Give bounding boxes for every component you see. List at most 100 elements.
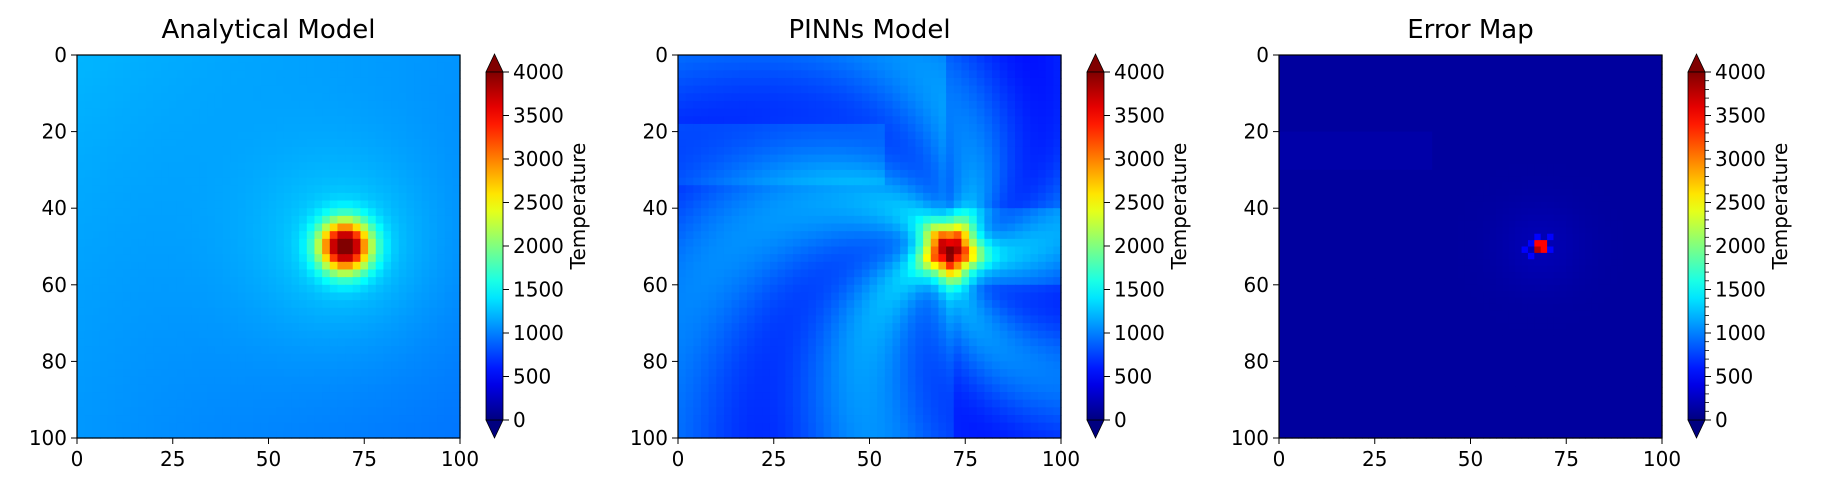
heatmap-cell: [130, 208, 139, 217]
heatmap-cell: [437, 162, 446, 171]
heatmap-cell: [291, 422, 300, 431]
heatmap-cell: [352, 261, 362, 271]
heatmap-cell: [122, 261, 132, 271]
heatmap-cell: [115, 131, 124, 140]
heatmap-cell: [329, 392, 339, 401]
heatmap-cell: [444, 323, 453, 332]
heatmap-cell: [800, 338, 809, 347]
heatmap-cell: [815, 384, 825, 393]
heatmap-cell: [769, 146, 779, 156]
heatmap-cell: [946, 131, 955, 140]
heatmap-cell: [854, 146, 863, 156]
heatmap-cell: [869, 55, 878, 64]
heatmap-cell: [138, 369, 147, 378]
heatmap-cell: [1022, 292, 1031, 301]
heatmap-cell: [884, 376, 894, 385]
colorbar-tick-label: 500: [513, 365, 551, 389]
heatmap-cell: [360, 162, 369, 171]
heatmap-cell: [291, 346, 300, 355]
heatmap-cell: [923, 231, 932, 240]
heatmap-cell: [1045, 254, 1054, 263]
heatmap-cell: [808, 55, 817, 64]
heatmap-cell: [199, 139, 208, 148]
heatmap-cell: [92, 85, 101, 94]
heatmap-cell: [861, 139, 871, 148]
heatmap-cell: [992, 277, 1001, 286]
heatmap-cell: [161, 384, 170, 393]
heatmap-cell: [800, 277, 809, 286]
heatmap-cell: [444, 307, 453, 317]
heatmap-cell: [831, 185, 840, 194]
heatmap-cell: [77, 55, 86, 64]
heatmap-cell: [1007, 169, 1016, 179]
heatmap-cell: [168, 284, 178, 294]
heatmap-cell: [207, 399, 216, 408]
heatmap-cell: [352, 384, 362, 393]
heatmap-cell: [176, 238, 185, 248]
heatmap-cell: [800, 231, 809, 240]
heatmap-cell: [122, 430, 132, 439]
heatmap-cell: [892, 238, 901, 248]
heatmap-cell: [999, 192, 1008, 202]
heatmap-cell: [230, 415, 239, 424]
heatmap-cell: [122, 307, 132, 317]
heatmap-cell: [414, 277, 423, 286]
heatmap-cell: [168, 200, 178, 209]
heatmap-cell: [892, 108, 901, 117]
heatmap-cell: [107, 338, 116, 347]
heatmap-cell: [762, 415, 771, 424]
heatmap-cell: [869, 162, 878, 171]
heatmap-cell: [846, 77, 855, 87]
heatmap-cell: [214, 415, 224, 424]
heatmap-cell: [678, 185, 687, 194]
heatmap-cell: [1030, 292, 1039, 301]
heatmap-cell: [693, 300, 702, 309]
heatmap-cell: [984, 70, 993, 79]
heatmap-cell: [398, 315, 407, 324]
heatmap-cell: [984, 284, 993, 294]
heatmap-cell: [869, 208, 878, 217]
heatmap-cell: [777, 323, 786, 332]
heatmap-cell: [237, 215, 247, 225]
heatmap-cell: [984, 399, 993, 408]
heatmap-cell: [122, 369, 132, 378]
heatmap-cell: [1022, 307, 1031, 317]
heatmap-cell: [184, 223, 193, 232]
heatmap-cell: [685, 123, 694, 133]
heatmap-cell: [92, 70, 101, 79]
heatmap-cell: [260, 261, 270, 271]
heatmap-cell: [808, 215, 817, 225]
heatmap-cell: [953, 399, 963, 408]
heatmap-cell: [383, 246, 392, 255]
heatmap-cell: [823, 338, 832, 347]
heatmap-cell: [191, 70, 201, 79]
heatmap-cell: [678, 192, 687, 202]
heatmap-cell: [138, 323, 147, 332]
heatmap-cell: [907, 215, 917, 225]
heatmap-cell: [452, 238, 461, 248]
heatmap-cell: [222, 108, 231, 117]
heatmap-cell: [391, 169, 400, 179]
heatmap-cell: [230, 292, 239, 301]
heatmap-cell: [792, 300, 802, 309]
heatmap-cell: [777, 192, 786, 202]
heatmap-cell: [961, 192, 970, 202]
heatmap-cell: [345, 162, 354, 171]
heatmap-cell: [414, 185, 423, 194]
heatmap-cell: [199, 162, 208, 171]
heatmap-cell: [700, 277, 710, 286]
heatmap-cell: [253, 261, 262, 271]
heatmap-cell: [723, 223, 733, 232]
heatmap-cell: [1045, 146, 1054, 156]
heatmap-cell: [792, 70, 802, 79]
heatmap-cell: [391, 269, 400, 278]
heatmap-cell: [99, 223, 109, 232]
heatmap-cell: [230, 254, 239, 263]
heatmap-cell: [754, 116, 763, 125]
heatmap-cell: [999, 415, 1008, 424]
heatmap-cell: [854, 208, 863, 217]
heatmap-cell: [969, 146, 978, 156]
heatmap-cell: [283, 70, 293, 79]
heatmap-cell: [176, 277, 185, 286]
heatmap-cell: [222, 307, 231, 317]
